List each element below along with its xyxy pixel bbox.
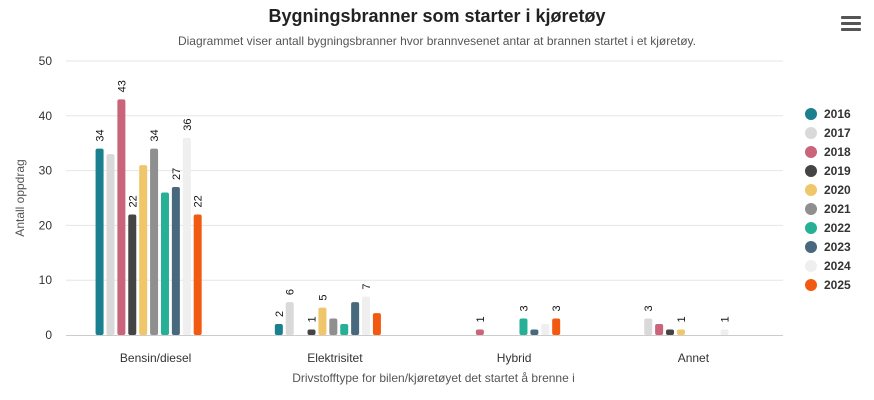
- data-label: 34: [149, 129, 161, 141]
- data-label: 1: [676, 316, 688, 322]
- bar: [193, 214, 202, 335]
- bar: [95, 148, 104, 335]
- data-label: 7: [361, 284, 373, 290]
- legend-item[interactable]: 2023: [805, 237, 851, 256]
- bar: [150, 148, 159, 335]
- y-tick-label: 40: [39, 109, 53, 123]
- bar: [160, 192, 169, 335]
- data-label: 5: [317, 294, 329, 300]
- legend-label: 2023: [824, 239, 851, 254]
- bar: [655, 324, 664, 335]
- chart-subtitle: Diagrammet viser antall bygningsbranner …: [177, 34, 697, 48]
- bar: [552, 318, 561, 335]
- bar: [351, 302, 360, 335]
- y-axis-title: Antall oppdrag: [13, 159, 27, 236]
- bar: [274, 324, 283, 335]
- data-label: 43: [116, 80, 128, 92]
- data-label: 2: [274, 311, 286, 317]
- hamburger-menu-icon[interactable]: [841, 16, 861, 34]
- bar: [644, 318, 653, 335]
- legend-item[interactable]: 2025: [805, 275, 851, 294]
- legend-swatch: [805, 183, 817, 196]
- legend-label: 2022: [824, 220, 851, 235]
- legend-item[interactable]: 2024: [805, 256, 851, 275]
- bar: [318, 307, 327, 335]
- data-label: 27: [171, 168, 183, 180]
- data-label: 1: [475, 316, 487, 322]
- legend-item[interactable]: 2022: [805, 218, 851, 237]
- bar: [329, 318, 338, 335]
- data-label: 3: [518, 305, 530, 311]
- legend-label: 2017: [824, 125, 851, 140]
- x-tick-label: Hybrid: [497, 351, 532, 365]
- data-label: 22: [193, 195, 205, 207]
- legend-swatch: [805, 107, 817, 120]
- legend-label: 2020: [824, 182, 851, 197]
- bar: [475, 329, 484, 335]
- y-tick-label: 10: [39, 273, 53, 287]
- legend-label: 2018: [824, 144, 851, 159]
- legend-item[interactable]: 2020: [805, 180, 851, 199]
- y-tick-label: 50: [39, 54, 53, 68]
- bar: [362, 296, 371, 335]
- legend-label: 2024: [824, 258, 851, 273]
- bar: [171, 187, 180, 335]
- legend-swatch: [805, 126, 817, 139]
- menu-bar: [841, 28, 861, 31]
- bar: [720, 329, 729, 335]
- legend-swatch: [805, 240, 817, 253]
- data-label: 1: [720, 316, 732, 322]
- menu-bar: [841, 16, 861, 19]
- legend-swatch: [805, 164, 817, 177]
- menu-bar: [841, 22, 861, 25]
- x-axis-title: Drivstofftype for bilen/kjøretøyet det s…: [292, 371, 575, 385]
- legend-swatch: [805, 202, 817, 215]
- data-label: 22: [127, 195, 139, 207]
- legend-swatch: [805, 145, 817, 158]
- chart-title: Bygningsbranner som starter i kjøretøy: [268, 6, 606, 26]
- legend-item[interactable]: 2016: [805, 104, 851, 123]
- chart-legend: 2016 2017 2018 2019 2020 2021 2022 2023 2024 2025: [805, 104, 851, 294]
- data-label: 34: [95, 129, 107, 141]
- bar: [530, 329, 539, 335]
- legend-label: 2025: [824, 277, 851, 292]
- bar: [307, 329, 316, 335]
- data-label: 3: [551, 305, 563, 311]
- bar: [117, 99, 126, 335]
- bar: [519, 318, 528, 335]
- x-tick-label: Annet: [678, 351, 710, 365]
- y-tick-label: 0: [45, 328, 52, 342]
- bar: [106, 154, 115, 335]
- bar: [182, 137, 191, 335]
- legend-label: 2016: [824, 106, 851, 121]
- legend-item[interactable]: 2021: [805, 199, 851, 218]
- bar: [372, 313, 381, 335]
- legend-item[interactable]: 2019: [805, 161, 851, 180]
- legend-swatch: [805, 278, 817, 291]
- data-label: 1: [307, 316, 319, 322]
- data-label: 6: [285, 289, 297, 295]
- data-label: 36: [182, 118, 194, 130]
- y-tick-label: 20: [39, 218, 53, 232]
- bar: [541, 324, 550, 335]
- legend-swatch: [805, 259, 817, 272]
- legend-label: 2021: [824, 201, 851, 216]
- bar: [666, 329, 675, 335]
- legend-label: 2019: [824, 163, 851, 178]
- bar: [676, 329, 685, 335]
- bar: [128, 214, 137, 335]
- bar: [340, 324, 349, 335]
- x-tick-label: Elektrisitet: [307, 351, 363, 365]
- bar: [139, 165, 148, 335]
- bar: [285, 302, 294, 335]
- x-tick-label: Bensin/diesel: [120, 351, 191, 365]
- legend-item[interactable]: 2017: [805, 123, 851, 142]
- y-tick-label: 30: [39, 164, 53, 178]
- legend-swatch: [805, 221, 817, 234]
- legend-item[interactable]: 2018: [805, 142, 851, 161]
- data-label: 3: [643, 305, 655, 311]
